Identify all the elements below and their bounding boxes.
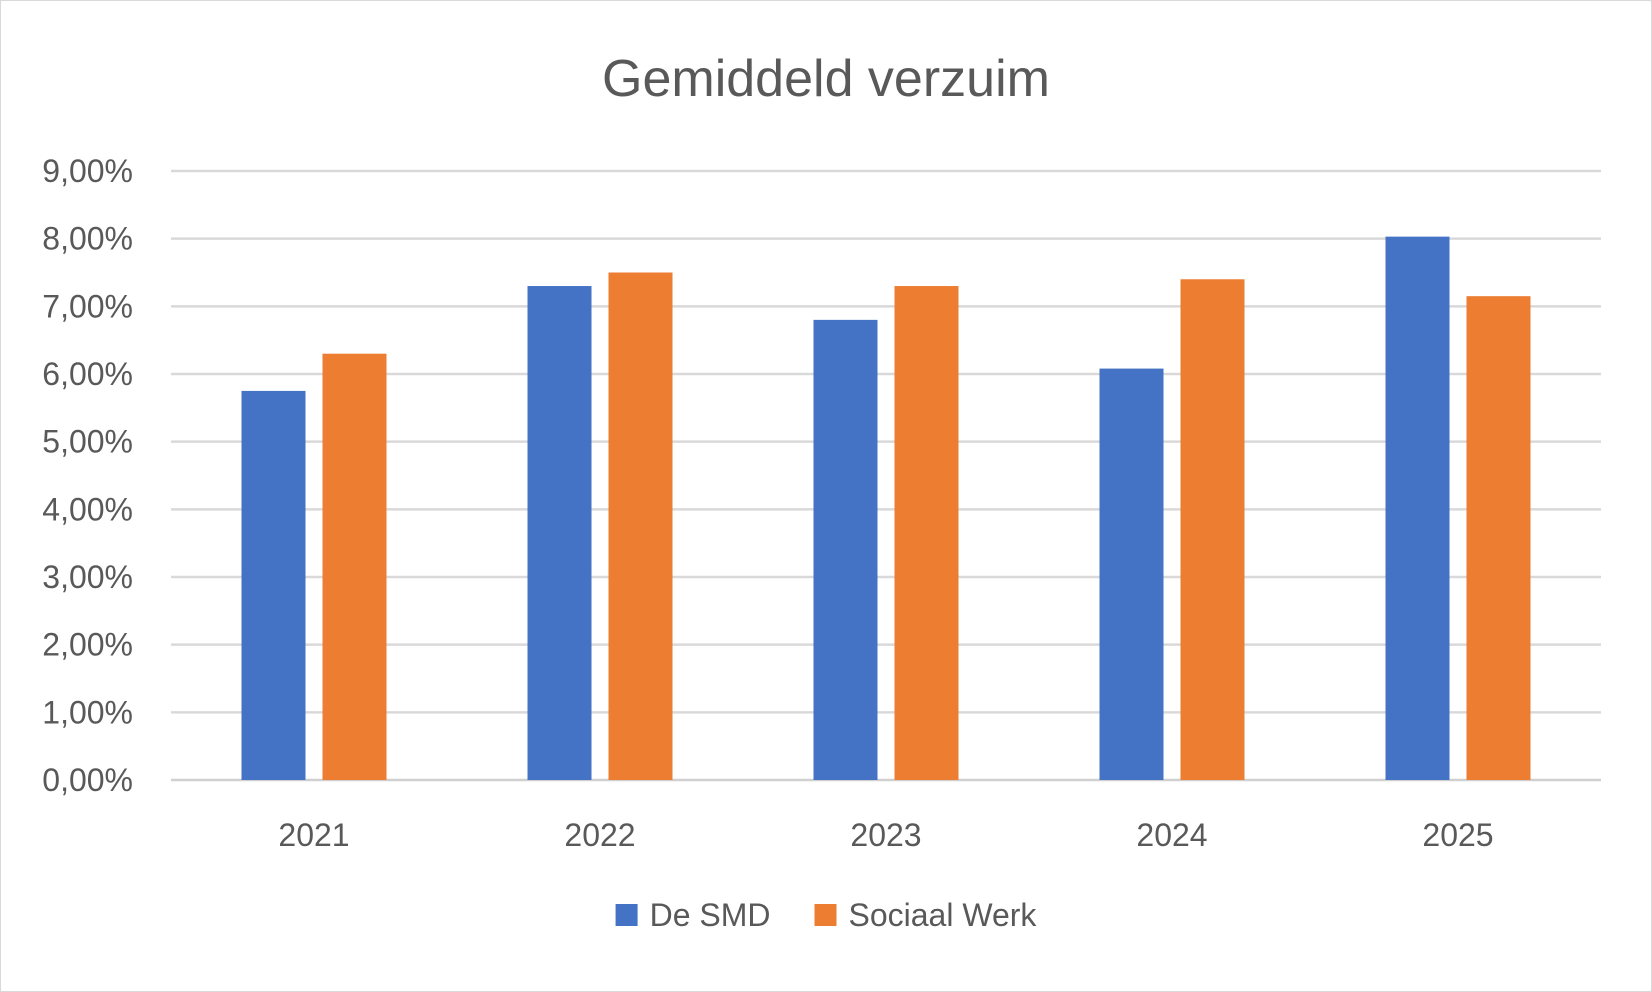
bar-de-smd-2022 xyxy=(527,286,592,780)
y-tick-label: 3,00% xyxy=(42,559,133,595)
y-tick-label: 2,00% xyxy=(42,627,133,663)
x-tick-label: 2025 xyxy=(1422,817,1493,853)
chart-title: Gemiddeld verzuim xyxy=(602,50,1050,108)
bar-sociaal-werk-2025 xyxy=(1466,296,1531,780)
x-axis-ticks: 2021 2022 2023 2024 2025 xyxy=(278,817,1493,853)
bar-de-smd-2025 xyxy=(1385,236,1450,781)
x-tick-label: 2024 xyxy=(1136,817,1207,853)
y-tick-label: 0,00% xyxy=(42,762,133,798)
y-tick-label: 4,00% xyxy=(42,491,133,527)
bar-sociaal-werk-2024 xyxy=(1180,279,1245,780)
y-tick-label: 7,00% xyxy=(42,288,133,324)
y-axis-ticks: 0,00% 1,00% 2,00% 3,00% 4,00% 5,00% 6,00% 7,00%… xyxy=(42,153,133,798)
legend-label: De SMD xyxy=(650,897,771,933)
legend-label: Sociaal Werk xyxy=(848,897,1037,933)
legend-item-sociaal-werk: Sociaal Werk xyxy=(814,897,1037,933)
x-tick-label: 2022 xyxy=(564,817,635,853)
y-tick-label: 5,00% xyxy=(42,424,133,460)
legend-swatch xyxy=(814,904,837,926)
bars xyxy=(241,236,1531,781)
bar-de-smd-2024 xyxy=(1099,368,1164,780)
bar-sociaal-werk-2021 xyxy=(322,353,387,780)
legend-item-de-smd: De SMD xyxy=(615,897,771,933)
y-tick-label: 6,00% xyxy=(42,356,133,392)
x-tick-label: 2021 xyxy=(278,817,349,853)
gridlines xyxy=(171,169,1601,782)
bar-sociaal-werk-2023 xyxy=(894,286,959,780)
y-tick-label: 1,00% xyxy=(42,694,133,730)
legend-swatch xyxy=(615,904,638,926)
x-tick-label: 2023 xyxy=(850,817,921,853)
y-tick-label: 9,00% xyxy=(42,153,133,189)
y-tick-label: 8,00% xyxy=(42,221,133,257)
bar-de-smd-2023 xyxy=(813,319,878,780)
bar-de-smd-2021 xyxy=(241,390,306,780)
bar-sociaal-werk-2022 xyxy=(608,272,673,780)
legend: De SMD Sociaal Werk xyxy=(615,897,1037,933)
